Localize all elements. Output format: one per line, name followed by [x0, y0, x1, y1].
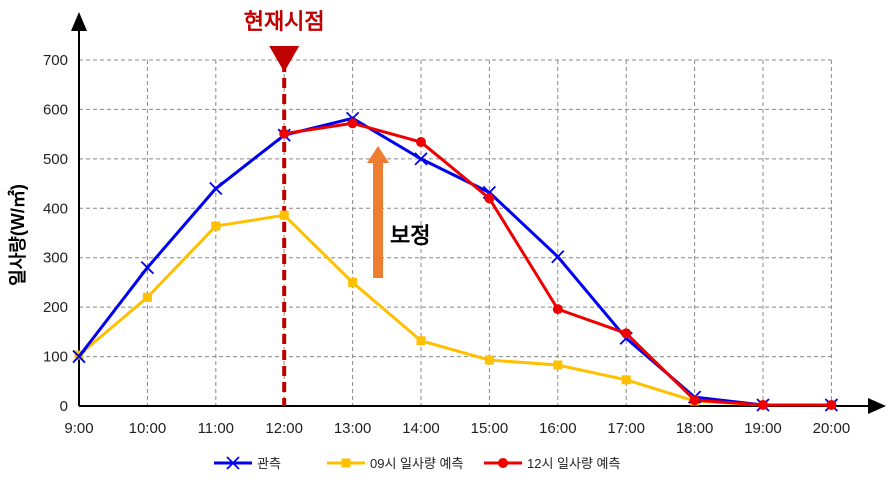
data-point [279, 128, 290, 139]
data-point [551, 250, 565, 264]
x-tick-label: 17:00 [607, 420, 645, 437]
data-point [498, 458, 508, 468]
data-point [621, 375, 631, 385]
data-point [826, 400, 837, 411]
series-line [77, 116, 832, 407]
y-axis-arrow-icon [71, 12, 87, 31]
data-point [72, 349, 86, 364]
y-tick-label: 0 [60, 398, 68, 415]
data-point [758, 400, 768, 411]
legend-item: 12시 일사량 예측 [484, 456, 620, 471]
current-time-marker: 현재시점 [244, 9, 325, 406]
current-time-label: 현재시점 [244, 9, 325, 34]
data-point [621, 328, 632, 339]
series-2 [74, 210, 836, 410]
y-tick-label: 400 [43, 200, 68, 217]
data-point [689, 395, 700, 406]
data-point [341, 458, 351, 468]
series-3 [279, 118, 837, 411]
current-time-triangle-icon [269, 46, 300, 72]
correction-annotation: 보정 [367, 146, 430, 278]
data-point [347, 118, 358, 129]
y-tick-label: 500 [43, 151, 68, 168]
data-point [416, 336, 426, 346]
y-tick-label: 600 [43, 101, 68, 118]
x-tick-label: 14:00 [402, 420, 440, 437]
data-point [209, 181, 223, 196]
series-group [72, 111, 839, 412]
x-tick-label: 19:00 [744, 420, 782, 437]
data-point [348, 277, 358, 287]
y-tick-labels: 0 100 200 300 400 500 600 700 [43, 52, 68, 415]
data-point [211, 221, 221, 231]
data-point [484, 193, 495, 204]
data-point [552, 304, 563, 315]
x-tick-label: 15:00 [471, 420, 509, 437]
y-axis-label: 일사량(W/㎡) [7, 184, 28, 286]
x-tick-label: 10:00 [129, 420, 167, 437]
x-tick-label: 12:00 [265, 420, 303, 437]
y-tick-label: 100 [43, 349, 68, 366]
y-tick-label: 200 [43, 299, 68, 316]
legend-label: 12시 일사량 예측 [527, 456, 620, 471]
data-point [226, 456, 240, 470]
data-point [279, 210, 289, 220]
data-point [484, 355, 494, 365]
axes [71, 12, 886, 414]
x-tick-labels: 9:00 10:00 11:00 12:00 13:00 14:00 15:00 16:00 1… [64, 420, 850, 437]
x-tick-label: 18:00 [676, 420, 714, 437]
grid [79, 59, 832, 406]
data-point [414, 152, 428, 166]
data-point [553, 360, 563, 370]
legend-item: 관측 [214, 456, 281, 471]
x-tick-label: 16:00 [539, 420, 577, 437]
correction-arrow-shaft [373, 162, 383, 278]
x-tick-label: 11:00 [198, 420, 234, 437]
x-tick-label: 9:00 [64, 420, 93, 437]
legend-label: 09시 일사량 예측 [370, 456, 463, 471]
y-tick-label: 700 [43, 52, 68, 69]
data-point [416, 137, 426, 148]
legend-item: 09시 일사량 예측 [327, 456, 463, 471]
data-point [142, 292, 152, 302]
correction-label: 보정 [390, 223, 430, 248]
x-axis-arrow-icon [868, 398, 886, 414]
legend: 관측 09시 일사량 예측 12시 일사량 예측 [214, 456, 620, 471]
data-point [140, 260, 155, 275]
x-tick-label: 13:00 [334, 420, 372, 437]
series-line [78, 213, 832, 407]
series-1 [72, 111, 839, 412]
y-tick-label: 300 [43, 250, 68, 267]
legend-label: 관측 [257, 456, 281, 471]
x-tick-label: 20:00 [813, 420, 851, 437]
correction-arrow-icon [367, 146, 389, 163]
